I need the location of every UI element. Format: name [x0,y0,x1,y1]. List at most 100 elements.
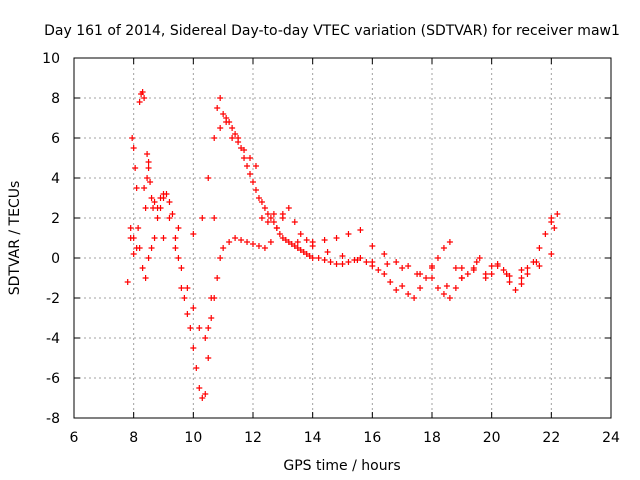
data-point [267,215,274,221]
axis-ticks [73,57,612,419]
data-point [250,179,256,185]
data-point [261,245,268,251]
data-point [399,265,406,271]
data-point [536,263,543,269]
data-point [476,255,483,261]
data-point [464,271,471,277]
data-point [147,179,154,185]
data-point [211,215,218,221]
data-point [214,105,221,111]
data-point [141,95,148,101]
data-point [500,267,507,273]
data-point [220,245,227,251]
data-point [144,151,151,157]
data-point [144,175,151,181]
data-point [211,135,218,141]
chart-title: Day 161 of 2014, Sidereal Day-to-day VTE… [44,23,620,39]
data-point [309,255,316,261]
data-point [369,243,376,249]
data-point [429,263,435,269]
data-point [133,185,140,191]
data-point [258,215,265,221]
data-point [217,255,224,261]
data-point [273,225,280,231]
y-tick-labels: -8 -6 -4 -2 0 2 4 6 8 10 [42,51,60,427]
data-point [229,125,236,131]
data-point [199,215,206,221]
data-point [214,275,221,281]
data-point [369,259,376,265]
x-tick-label: 8 [129,430,138,446]
data-point [166,199,173,205]
y-tick-label: 10 [42,51,60,67]
data-point [488,263,495,269]
data-point [241,155,248,161]
data-point [142,275,149,281]
data-point [512,287,519,293]
data-point [434,285,441,291]
data-point [551,225,558,231]
data-point [132,165,139,171]
data-point [145,255,152,261]
data-point [327,259,334,265]
data-point [440,245,447,251]
data-point [141,185,148,191]
data-point [375,267,382,273]
data-point [157,195,164,201]
data-point [187,325,194,331]
x-tick-label: 14 [304,430,322,446]
y-tick-label: 0 [51,251,60,267]
data-point [196,385,203,391]
data-point [381,251,388,257]
data-point [270,219,277,225]
data-point [333,235,340,241]
data-point [291,219,298,225]
data-point [303,237,310,243]
data-point [220,111,227,117]
data-point [443,283,450,289]
data-point [503,271,510,277]
data-point [321,257,328,263]
data-point [518,281,525,287]
data-point [160,191,167,197]
data-point [145,159,152,165]
data-point [488,271,495,277]
data-point [357,227,364,233]
data-point [264,211,271,217]
x-tick-label: 22 [542,430,560,446]
data-point [202,335,209,341]
data-point [145,165,152,171]
data-point [235,139,242,145]
data-point [160,235,167,241]
data-point [414,271,421,277]
y-tick-label: 4 [51,171,60,187]
data-point [542,231,549,237]
data-point [190,305,197,311]
data-point [381,271,388,277]
data-point [130,235,137,241]
data-point [458,275,465,281]
data-point [252,163,259,169]
data-point [261,205,268,211]
data-point [255,195,262,201]
data-point [434,255,441,261]
data-point [178,265,185,271]
data-point [267,239,274,245]
data-point [130,251,137,257]
data-point [452,265,459,271]
data-point [255,243,262,249]
data-point [533,259,540,265]
data-point [148,195,155,201]
data-point [247,155,254,161]
plot-frame [73,57,612,419]
data-point [417,285,424,291]
data-point [190,231,197,237]
data-point [205,175,212,181]
data-point [136,245,143,251]
y-tick-label: 6 [51,131,60,147]
data-point [384,261,391,267]
data-point [129,135,136,141]
data-point [190,345,197,351]
data-point [264,219,271,225]
data-point [393,259,400,265]
